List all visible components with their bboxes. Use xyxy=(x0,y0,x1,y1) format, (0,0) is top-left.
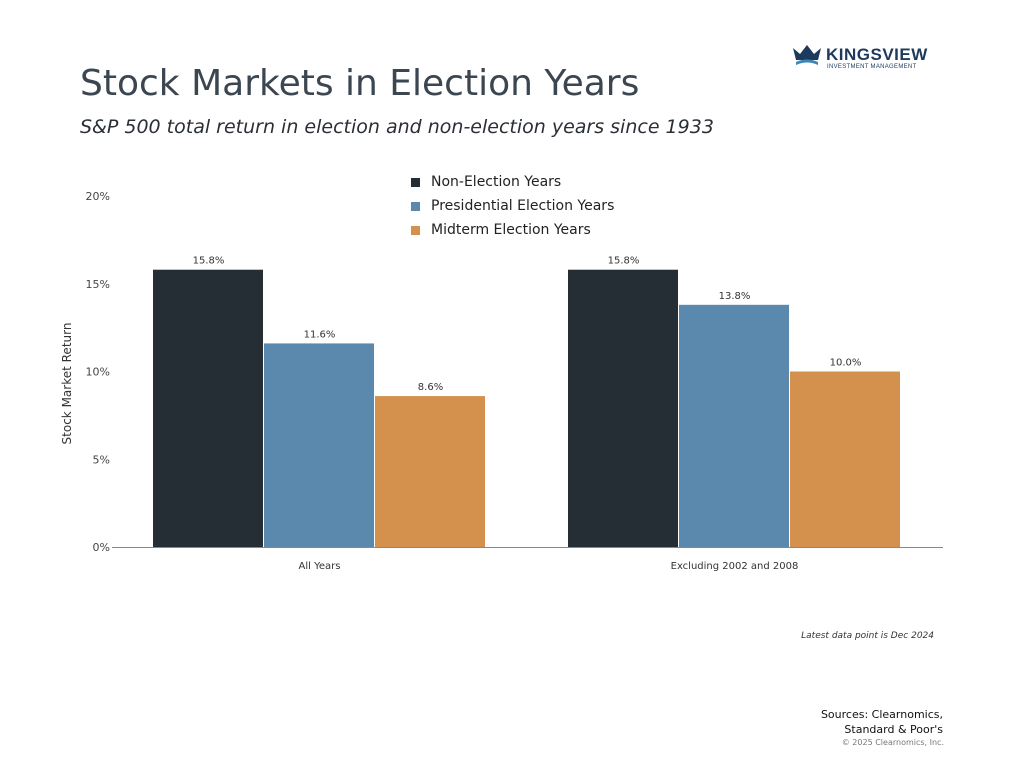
legend-label-midterm: Midterm Election Years xyxy=(431,222,591,238)
brand-name: KINGSVIEW xyxy=(826,45,928,64)
bar-data-label: 15.8% xyxy=(193,256,225,267)
legend-swatch-non-election xyxy=(411,177,420,187)
sources-line-1: Sources: Clearnomics, xyxy=(820,708,943,721)
bar-chart: 0% 5% 10% 15% 20% Stock Market Return 15.8% 11.… xyxy=(60,190,943,572)
y-tick-label: 15% xyxy=(86,278,110,291)
brand-logo: KINGSVIEW INVESTMENT MANAGEMENT xyxy=(792,44,932,72)
bar xyxy=(790,371,900,547)
sources-line-2: Standard & Poor's xyxy=(844,723,943,736)
bar xyxy=(679,304,789,547)
y-tick-label: 0% xyxy=(93,541,110,554)
sources-text: Sources: Clearnomics, Standard & Poor's xyxy=(821,707,943,737)
bar-data-label: 8.6% xyxy=(418,382,443,393)
page-title: Stock Markets in Election Years xyxy=(80,63,640,104)
y-tick-label: 5% xyxy=(93,453,110,466)
legend-item-non-election: Non-Election Years xyxy=(411,170,614,194)
legend-swatch-presidential xyxy=(411,201,420,211)
chart-legend: Non-Election Years Presidential Election… xyxy=(411,170,614,242)
bar xyxy=(568,269,678,547)
crown-icon xyxy=(793,45,821,65)
legend-swatch-midterm xyxy=(411,225,420,235)
x-category-label: Excluding 2002 and 2008 xyxy=(671,561,799,572)
x-category-label: All Years xyxy=(299,561,341,572)
legend-label-non-election: Non-Election Years xyxy=(431,174,562,190)
legend-item-midterm: Midterm Election Years xyxy=(411,218,614,242)
y-tick-label: 10% xyxy=(86,366,110,379)
copyright-text: © 2025 Clearnomics, Inc. xyxy=(841,738,944,747)
bar-data-label: 13.8% xyxy=(719,291,751,302)
y-tick-label: 20% xyxy=(86,190,110,203)
bar xyxy=(153,269,263,547)
bar-data-label: 11.6% xyxy=(304,329,336,340)
bar-data-label: 15.8% xyxy=(608,256,640,267)
brand-tagline: INVESTMENT MANAGEMENT xyxy=(827,64,917,70)
bar xyxy=(375,396,485,547)
bar xyxy=(264,343,374,547)
data-note: Latest data point is Dec 2024 xyxy=(801,631,934,641)
bar-data-label: 10.0% xyxy=(830,358,862,369)
legend-label-presidential: Presidential Election Years xyxy=(431,198,615,214)
legend-item-presidential: Presidential Election Years xyxy=(411,194,614,218)
page-subtitle: S&P 500 total return in election and non… xyxy=(80,116,714,138)
y-axis-title: Stock Market Return xyxy=(60,323,74,445)
